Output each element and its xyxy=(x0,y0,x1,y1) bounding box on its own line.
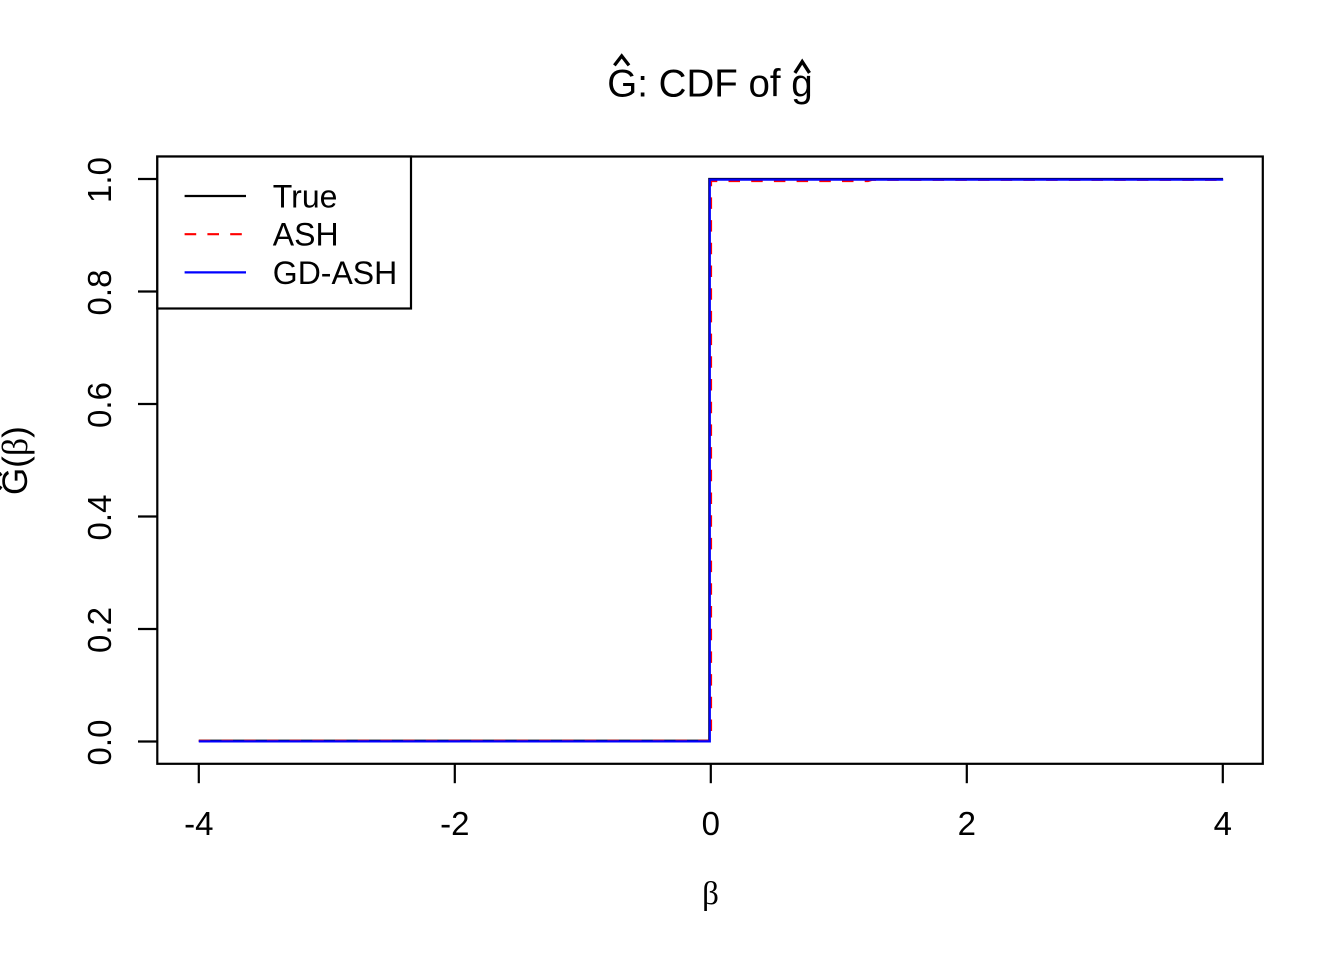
svg-text:ASH: ASH xyxy=(273,217,339,253)
svg-text:0.4: 0.4 xyxy=(81,495,118,541)
svg-text:G(β): G(β) xyxy=(0,426,35,495)
svg-text:1.0: 1.0 xyxy=(81,157,118,203)
svg-text:0.2: 0.2 xyxy=(81,607,118,653)
svg-text:0.0: 0.0 xyxy=(81,720,118,766)
svg-text:-2: -2 xyxy=(440,805,469,842)
svg-text:GD-ASH: GD-ASH xyxy=(273,255,397,291)
svg-text:0.6: 0.6 xyxy=(81,382,118,428)
svg-text:2: 2 xyxy=(958,805,976,842)
svg-text:4: 4 xyxy=(1214,805,1232,842)
svg-text:G: CDF of g: G: CDF of g xyxy=(607,62,812,105)
svg-text:β: β xyxy=(702,876,719,912)
svg-text:True: True xyxy=(273,179,338,215)
svg-text:-4: -4 xyxy=(184,805,213,842)
svg-text:0.8: 0.8 xyxy=(81,270,118,316)
svg-text:0: 0 xyxy=(702,805,720,842)
